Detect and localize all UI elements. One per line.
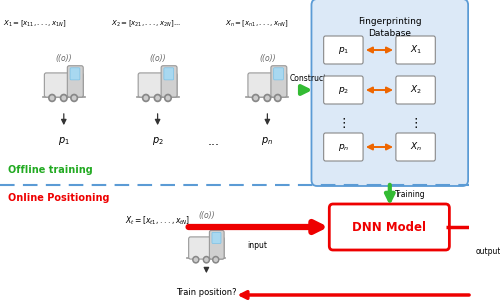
- Circle shape: [71, 94, 78, 102]
- Text: ((o)): ((o)): [198, 211, 214, 219]
- FancyBboxPatch shape: [324, 76, 363, 104]
- Circle shape: [154, 94, 161, 102]
- Text: $p_1$: $p_1$: [58, 135, 70, 147]
- Text: Database: Database: [368, 29, 412, 38]
- FancyBboxPatch shape: [330, 204, 450, 250]
- Text: $p_n$: $p_n$: [262, 135, 274, 147]
- FancyBboxPatch shape: [68, 66, 83, 97]
- FancyBboxPatch shape: [210, 230, 224, 259]
- Circle shape: [142, 94, 150, 102]
- Text: ⋮: ⋮: [410, 117, 422, 129]
- FancyBboxPatch shape: [248, 73, 287, 97]
- Circle shape: [274, 94, 281, 102]
- Text: ⋮: ⋮: [337, 117, 349, 129]
- FancyBboxPatch shape: [212, 232, 221, 244]
- Text: $X_2$: $X_2$: [410, 84, 422, 96]
- Text: input: input: [247, 241, 267, 250]
- Circle shape: [276, 96, 280, 100]
- Text: DNN Model: DNN Model: [352, 221, 426, 233]
- FancyBboxPatch shape: [396, 36, 436, 64]
- Text: Construct: Construct: [290, 73, 328, 83]
- Circle shape: [48, 94, 56, 102]
- Text: $p_2$: $p_2$: [338, 84, 349, 95]
- Circle shape: [50, 96, 54, 100]
- FancyBboxPatch shape: [138, 73, 177, 97]
- Circle shape: [205, 258, 208, 261]
- Circle shape: [60, 94, 67, 102]
- Circle shape: [62, 96, 66, 100]
- Circle shape: [254, 96, 258, 100]
- Text: $X_1$: $X_1$: [410, 44, 422, 56]
- Text: Fingerprinting: Fingerprinting: [358, 17, 422, 26]
- Circle shape: [193, 256, 199, 263]
- Text: $X_n$: $X_n$: [410, 141, 422, 153]
- FancyBboxPatch shape: [274, 68, 283, 80]
- FancyBboxPatch shape: [70, 68, 80, 80]
- FancyBboxPatch shape: [44, 73, 83, 97]
- Text: ...: ...: [208, 135, 220, 148]
- Circle shape: [164, 94, 172, 102]
- Circle shape: [194, 258, 198, 261]
- FancyBboxPatch shape: [271, 66, 287, 97]
- Circle shape: [212, 256, 219, 263]
- Text: $p_2$: $p_2$: [152, 135, 164, 147]
- Circle shape: [252, 94, 259, 102]
- Circle shape: [204, 256, 210, 263]
- Text: Offline training: Offline training: [8, 165, 92, 175]
- FancyBboxPatch shape: [188, 237, 224, 259]
- FancyBboxPatch shape: [161, 66, 177, 97]
- Text: Training: Training: [396, 189, 426, 199]
- Circle shape: [166, 96, 170, 100]
- FancyBboxPatch shape: [324, 36, 363, 64]
- Text: $X_2=[x_{21},...,x_{2N}]$...: $X_2=[x_{21},...,x_{2N}]$...: [110, 18, 180, 28]
- FancyBboxPatch shape: [324, 133, 363, 161]
- Circle shape: [214, 258, 218, 261]
- Text: ((o)): ((o)): [259, 54, 276, 62]
- Text: $p_1$: $p_1$: [338, 44, 349, 55]
- Circle shape: [266, 96, 269, 100]
- Text: $p_n$: $p_n$: [338, 141, 349, 152]
- Text: output: output: [476, 247, 500, 256]
- Circle shape: [72, 96, 76, 100]
- Text: Online Positioning: Online Positioning: [8, 193, 109, 203]
- Circle shape: [144, 96, 148, 100]
- FancyBboxPatch shape: [396, 133, 436, 161]
- Circle shape: [156, 96, 160, 100]
- Text: $X_1=[x_{11},...,x_{1N}]$: $X_1=[x_{11},...,x_{1N}]$: [3, 18, 66, 28]
- Circle shape: [264, 94, 271, 102]
- FancyBboxPatch shape: [396, 76, 436, 104]
- FancyBboxPatch shape: [312, 0, 468, 186]
- Text: $X_n=[x_{n1},...,x_{nN}]$: $X_n=[x_{n1},...,x_{nN}]$: [225, 18, 288, 28]
- Text: $X_t=[x_{t1},...,x_{tN}]$: $X_t=[x_{t1},...,x_{tN}]$: [125, 215, 190, 227]
- Text: ((o)): ((o)): [150, 54, 166, 62]
- Text: Train position?: Train position?: [176, 288, 236, 297]
- Text: ((o)): ((o)): [56, 54, 72, 62]
- FancyBboxPatch shape: [164, 68, 173, 80]
